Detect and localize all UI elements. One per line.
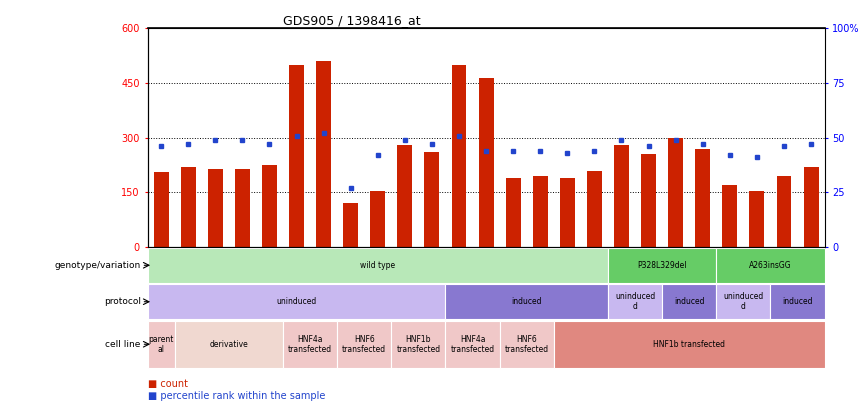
Bar	[207, 168, 223, 247]
Bar	[716, 248, 825, 283]
Bar	[614, 145, 629, 247]
Bar	[749, 190, 765, 247]
Bar	[722, 185, 737, 247]
Bar	[445, 284, 608, 319]
Bar	[283, 321, 337, 368]
Bar	[668, 138, 683, 247]
Bar	[587, 171, 602, 247]
Bar	[343, 203, 358, 247]
Bar	[608, 248, 716, 283]
Text: cell line: cell line	[105, 340, 141, 349]
Text: derivative: derivative	[209, 340, 248, 349]
Bar	[451, 65, 466, 247]
Text: ■ percentile rank within the sample: ■ percentile rank within the sample	[148, 391, 325, 401]
Bar	[500, 321, 554, 368]
Bar	[262, 165, 277, 247]
Text: HNF6
transfected: HNF6 transfected	[504, 335, 549, 354]
Bar	[554, 321, 825, 368]
Bar	[148, 248, 608, 283]
Bar	[174, 321, 283, 368]
Bar	[391, 321, 445, 368]
Text: P328L329del: P328L329del	[637, 261, 687, 270]
Text: HNF1b
transfected: HNF1b transfected	[397, 335, 440, 354]
Bar	[181, 167, 195, 247]
Bar	[337, 321, 391, 368]
Bar	[398, 145, 412, 247]
Bar	[478, 77, 494, 247]
Text: HNF6
transfected: HNF6 transfected	[342, 335, 386, 354]
Bar	[424, 152, 439, 247]
Bar	[804, 167, 819, 247]
Bar	[154, 173, 168, 247]
Bar	[506, 178, 521, 247]
Bar	[235, 168, 250, 247]
Bar	[560, 178, 575, 247]
Bar	[777, 176, 792, 247]
Bar	[371, 190, 385, 247]
Text: uninduced
d: uninduced d	[615, 292, 655, 311]
Text: protocol: protocol	[104, 297, 141, 306]
Text: GDS905 / 1398416_at: GDS905 / 1398416_at	[283, 14, 421, 27]
Bar	[662, 284, 716, 319]
Text: A263insGG: A263insGG	[749, 261, 792, 270]
Bar	[695, 149, 710, 247]
Bar	[771, 284, 825, 319]
Bar	[641, 154, 656, 247]
Text: wild type: wild type	[360, 261, 395, 270]
Bar	[533, 176, 548, 247]
Text: uninduced: uninduced	[276, 297, 317, 306]
Bar	[289, 65, 304, 247]
Bar	[445, 321, 500, 368]
Text: HNF4a
transfected: HNF4a transfected	[288, 335, 332, 354]
Text: induced: induced	[511, 297, 542, 306]
Text: induced: induced	[674, 297, 705, 306]
Bar	[148, 321, 174, 368]
Bar	[148, 284, 445, 319]
Bar	[608, 284, 662, 319]
Text: parent
al: parent al	[148, 335, 174, 354]
Text: induced: induced	[782, 297, 812, 306]
Bar	[716, 284, 771, 319]
Text: HNF1b transfected: HNF1b transfected	[654, 340, 725, 349]
Text: ■ count: ■ count	[148, 379, 187, 389]
Text: HNF4a
transfected: HNF4a transfected	[450, 335, 495, 354]
Bar	[316, 61, 331, 247]
Text: genotype/variation: genotype/variation	[55, 261, 141, 270]
Text: uninduced
d: uninduced d	[723, 292, 764, 311]
